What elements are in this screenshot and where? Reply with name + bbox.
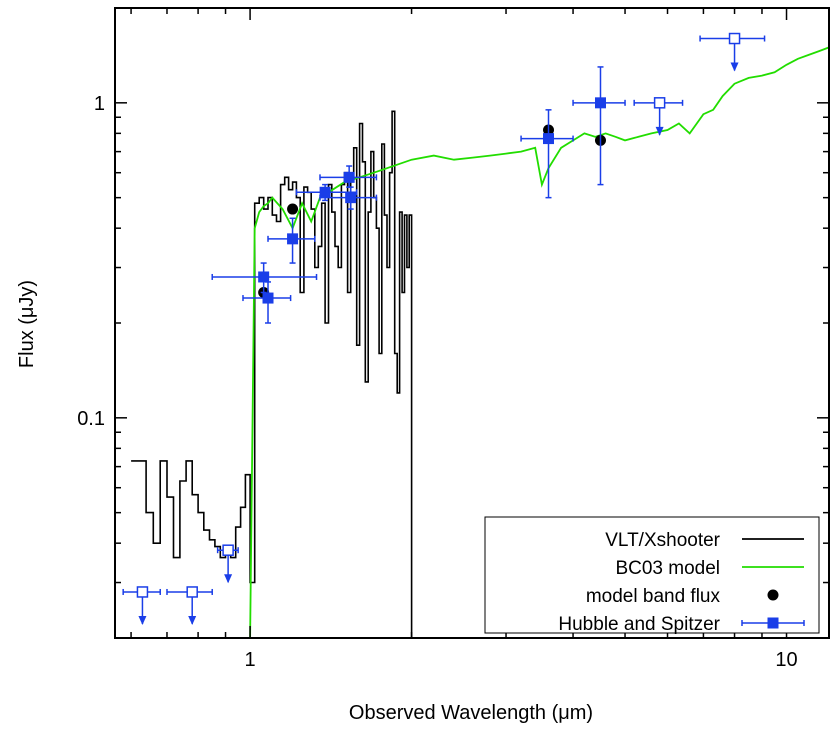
filled-square-marker — [344, 172, 355, 183]
x-axis-label: Observed Wavelength (μm) — [349, 702, 593, 724]
y-tick-label: 1 — [94, 93, 105, 115]
legend-swatch — [768, 590, 779, 601]
filled-square-marker — [287, 233, 298, 244]
legend-label: VLT/Xshooter — [605, 530, 720, 551]
filled-square-marker — [543, 133, 554, 144]
model-band-flux-point — [287, 204, 298, 215]
open-square-marker — [730, 34, 740, 44]
legend-label: model band flux — [586, 586, 721, 607]
filled-square-marker — [258, 271, 269, 282]
open-square-marker — [655, 98, 665, 108]
y-tick-label: 0.1 — [77, 408, 105, 430]
open-square-marker — [223, 545, 233, 555]
legend-label: Hubble and Spitzer — [558, 614, 720, 635]
x-tick-label: 10 — [775, 649, 797, 671]
open-square-marker — [187, 587, 197, 597]
x-tick-label: 1 — [245, 649, 256, 671]
open-square-marker — [137, 587, 147, 597]
filled-square-marker — [263, 293, 274, 304]
y-axis-label: Flux (μJy) — [16, 280, 38, 368]
filled-square-marker — [595, 97, 606, 108]
legend: VLT/Xshooter BC03 model model band flux Hub… — [485, 517, 819, 635]
legend-swatch-marker — [768, 618, 779, 629]
filled-square-marker — [345, 192, 356, 203]
filled-square-marker — [320, 187, 331, 198]
legend-label: BC03 model — [615, 558, 720, 579]
